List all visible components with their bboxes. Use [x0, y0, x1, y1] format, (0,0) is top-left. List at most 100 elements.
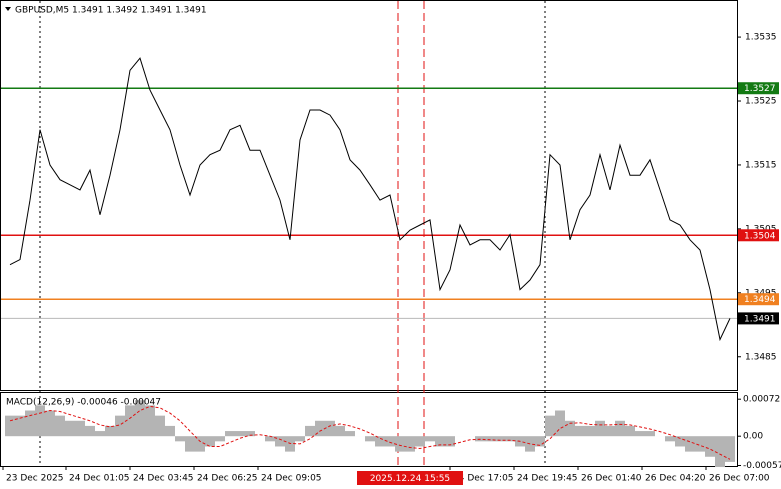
macd-panel-border — [0, 392, 738, 467]
macd-bar — [105, 425, 115, 437]
macd-bar — [615, 420, 625, 437]
macd-bar — [15, 415, 25, 437]
macd-bar — [35, 405, 45, 437]
macd-bar — [215, 436, 225, 442]
x-tick-label: 24 Dec 01:05 — [69, 474, 130, 484]
price-line — [9, 57, 731, 342]
macd-bar — [205, 436, 215, 447]
macd-bar — [495, 436, 505, 442]
level-tag — [738, 312, 779, 325]
macd-bar — [135, 400, 145, 437]
macd-bar — [585, 425, 595, 437]
macd-y-tick-label: 0.00 — [743, 432, 763, 442]
macd-bar — [375, 436, 385, 447]
macd-bar — [235, 431, 245, 437]
macd-bar — [95, 431, 105, 437]
x-tick-label: 24 Dec 09:05 — [261, 474, 322, 484]
macd-bar — [715, 436, 725, 468]
macd-bar — [155, 415, 165, 437]
macd-bar — [175, 436, 185, 442]
macd-bar — [595, 420, 605, 437]
level-tag — [738, 82, 779, 95]
macd-bar — [415, 436, 425, 447]
macd-bar — [635, 431, 645, 437]
macd-bar — [665, 436, 675, 442]
level-label: 1.3494 — [744, 295, 776, 305]
macd-bar — [435, 436, 445, 447]
macd-bar — [555, 410, 565, 437]
level-label: 1.3527 — [744, 84, 776, 94]
level-label: 1.3504 — [744, 231, 776, 241]
macd-bar — [5, 415, 15, 437]
macd-bar — [75, 420, 85, 437]
macd-bar — [315, 420, 325, 437]
macd-bar — [685, 436, 695, 452]
crosshair-label: 2025.12.24 15:55 — [370, 474, 450, 484]
macd-bar — [115, 415, 125, 437]
macd-bar — [195, 436, 205, 452]
macd-bar — [505, 436, 515, 442]
crosshair-tag — [357, 471, 463, 485]
macd-y-tick-label: -0.00057 — [743, 461, 781, 471]
macd-bar — [545, 415, 555, 437]
x-tick-label: 23 Dec 2025 — [6, 474, 64, 484]
macd-bar — [85, 425, 95, 437]
macd-bar — [565, 420, 575, 437]
macd-bar — [65, 420, 75, 437]
macd-bar — [285, 436, 295, 452]
macd-bar — [245, 431, 255, 437]
macd-bar — [185, 436, 195, 452]
price-panel-border — [0, 0, 738, 391]
macd-signal — [9, 405, 731, 460]
macd-bar — [125, 405, 135, 437]
macd-bar — [695, 436, 705, 452]
macd-bar — [295, 436, 305, 442]
chart-title: GBPUSD,M5 1.3491 1.3492 1.3491 1.3491 — [15, 6, 207, 16]
macd-bar — [55, 415, 65, 437]
macd-bar — [225, 431, 235, 437]
macd-bar — [305, 425, 315, 437]
macd-bar — [335, 425, 345, 437]
macd-bar — [535, 436, 545, 447]
macd-bar — [365, 436, 375, 442]
x-tick-label: 24 Dec 19:45 — [517, 474, 578, 484]
macd-y-tick-label: 0.00072 — [743, 395, 780, 405]
y-tick-label: 1.3535 — [745, 33, 777, 43]
x-tick-label: 26 Dec 07:00 — [709, 474, 770, 484]
macd-bar — [395, 436, 405, 452]
macd-bar — [345, 431, 355, 437]
macd-bar — [405, 436, 415, 452]
y-tick-label: 1.3525 — [745, 97, 777, 107]
macd-bar — [645, 431, 655, 437]
level-tag — [738, 229, 779, 242]
macd-bar — [675, 436, 685, 447]
level-tag — [738, 293, 779, 306]
x-tick-label: 24 Dec 06:25 — [197, 474, 258, 484]
macd-bar — [265, 436, 275, 442]
macd-bar — [385, 436, 395, 447]
macd-bar — [475, 436, 485, 442]
x-tick-label: 26 Dec 01:40 — [581, 474, 642, 484]
macd-bar — [705, 436, 715, 457]
level-label: 1.3491 — [744, 314, 776, 324]
x-tick-label: 26 Dec 04:20 — [645, 474, 706, 484]
y-tick-label: 1.3515 — [745, 160, 777, 170]
y-tick-label: 1.3485 — [745, 352, 777, 362]
macd-bar — [45, 410, 55, 437]
macd-bar — [625, 425, 635, 437]
x-tick-label: 24 Dec 17:05 — [453, 474, 514, 484]
x-tick-label: 24 Dec 03:45 — [133, 474, 194, 484]
macd-title: MACD(12,26,9) -0.00046 -0.00047 — [6, 398, 161, 408]
macd-bar — [725, 436, 735, 462]
macd-bar — [425, 436, 435, 442]
macd-bar — [165, 425, 175, 437]
macd-bar — [145, 405, 155, 437]
macd-bar — [325, 420, 335, 437]
macd-bar — [275, 436, 285, 447]
macd-bar — [485, 436, 495, 442]
macd-bar — [25, 410, 35, 437]
macd-bar — [575, 425, 585, 437]
macd-bar — [605, 425, 615, 437]
symbol-icon — [5, 7, 11, 11]
